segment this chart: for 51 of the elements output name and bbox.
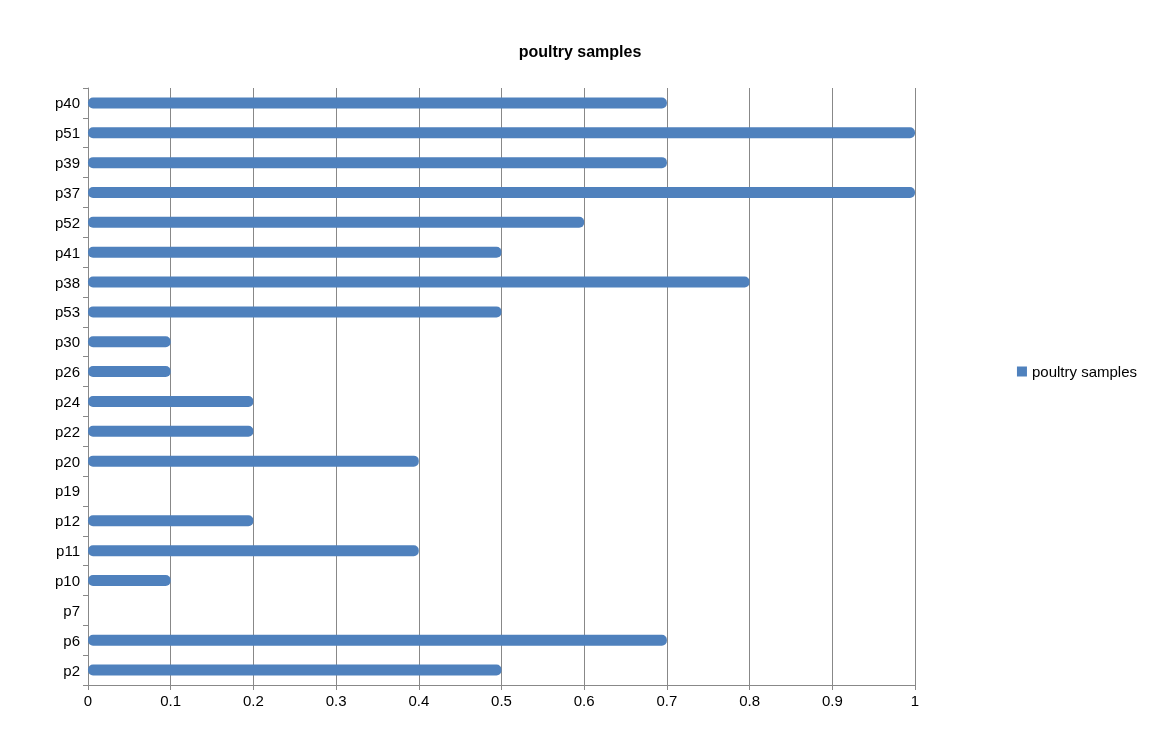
- bar: [88, 515, 254, 527]
- bar: [88, 664, 502, 676]
- y-tick-label: p22: [54, 422, 80, 440]
- y-tick-label: p40: [54, 94, 80, 112]
- y-tick-label: p51: [54, 124, 80, 142]
- y-tick-label: p2: [63, 661, 80, 679]
- y-tick-label: p24: [54, 392, 80, 410]
- bar: [88, 395, 254, 407]
- y-tick-label: p12: [54, 512, 80, 530]
- y-tick-label: p30: [54, 333, 80, 351]
- x-tick-label: 0.5: [491, 692, 512, 709]
- bar: [88, 186, 915, 198]
- x-tick-label: 0.7: [656, 692, 678, 709]
- bar: [88, 216, 585, 228]
- bar: [88, 306, 502, 318]
- bar: [88, 246, 502, 258]
- bar: [88, 545, 419, 557]
- y-tick-label: p53: [54, 303, 80, 321]
- x-tick-label: 0.2: [242, 692, 264, 709]
- bar: [88, 127, 915, 139]
- legend-label: poultry samples: [1031, 363, 1137, 380]
- x-tick-label: 0.1: [160, 692, 182, 709]
- bar: [88, 575, 171, 587]
- y-tick-label: p11: [56, 542, 80, 560]
- chart-title: poultry samples: [518, 42, 642, 60]
- y-tick-label: p37: [54, 183, 80, 201]
- x-tick-label: 0.4: [408, 692, 430, 709]
- bar: [88, 366, 171, 378]
- x-tick-label: 0.6: [573, 692, 595, 709]
- y-tick-label: p39: [54, 154, 80, 172]
- bar: [88, 97, 667, 109]
- y-tick-label: p38: [54, 273, 80, 291]
- bar: [88, 336, 171, 348]
- y-tick-label: p41: [54, 243, 80, 261]
- x-tick-label: 0.8: [739, 692, 761, 709]
- y-tick-label: p20: [54, 452, 80, 470]
- x-tick-label: 0.9: [821, 692, 843, 709]
- y-tick-label: p7: [63, 601, 80, 619]
- x-tick-label: 1: [910, 692, 920, 709]
- y-tick-label: p19: [54, 482, 80, 500]
- y-tick-label: p52: [54, 213, 80, 231]
- bar: [88, 634, 667, 646]
- y-tick-label: p10: [54, 572, 80, 590]
- y-tick-label: p26: [54, 363, 80, 381]
- x-tick-label: 0.3: [325, 692, 347, 709]
- bar: [88, 425, 254, 437]
- bar: [88, 276, 750, 288]
- y-tick-label: p6: [63, 631, 80, 649]
- bar: [88, 455, 419, 467]
- bar: [88, 157, 667, 169]
- x-tick-label: 0: [83, 692, 93, 709]
